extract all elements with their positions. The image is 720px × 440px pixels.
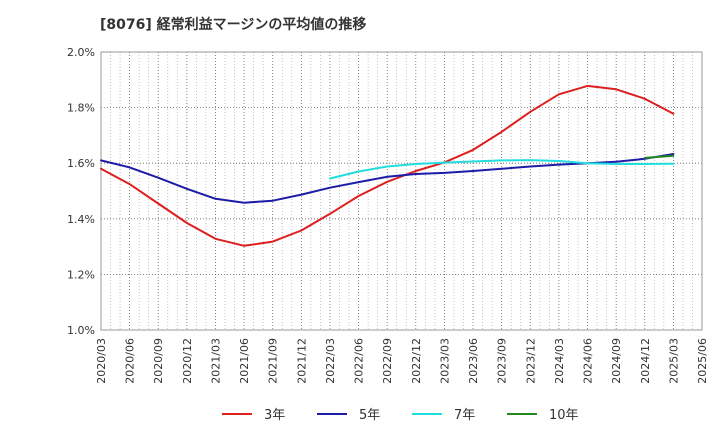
x-tick-label: 2021/03 <box>209 338 222 384</box>
y-tick-label: 1.8% <box>67 102 95 115</box>
legend-label-5年: 5年 <box>359 408 380 423</box>
x-tick-label: 2023/03 <box>438 338 451 384</box>
x-tick-label: 2022/09 <box>381 338 394 384</box>
y-tick-label: 1.0% <box>67 324 95 337</box>
x-tick-label: 2023/06 <box>467 338 480 384</box>
x-tick-label: 2025/03 <box>667 338 680 384</box>
x-tick-label: 2020/06 <box>124 338 137 384</box>
series-line-5年 <box>100 153 675 204</box>
y-tick-label: 2.0% <box>67 46 95 59</box>
x-tick-label: 2021/06 <box>238 338 251 384</box>
x-tick-label: 2024/03 <box>553 338 566 384</box>
x-tick-label: 2021/09 <box>267 338 280 384</box>
legend-label-7年: 7年 <box>454 408 475 423</box>
y-tick-label: 1.4% <box>67 213 95 226</box>
x-tick-label: 2021/12 <box>295 338 308 384</box>
x-tick-label: 2024/12 <box>639 338 652 384</box>
series-line-7年 <box>329 159 675 180</box>
x-tick-label: 2022/06 <box>353 338 366 384</box>
x-tick-label: 2022/03 <box>324 338 337 384</box>
x-tick-label: 2023/12 <box>524 338 537 384</box>
x-tick-label: 2020/03 <box>95 338 108 384</box>
chart-title: [8076] 経常利益マージンの平均値の推移 <box>100 17 367 33</box>
x-tick-label: 2020/12 <box>181 338 194 384</box>
x-tick-label: 2020/09 <box>152 338 165 384</box>
series-line-10年 <box>643 154 675 159</box>
y-tick-label: 1.2% <box>67 268 95 281</box>
x-tick-label: 2022/12 <box>410 338 423 384</box>
y-tick-label: 1.6% <box>67 157 95 170</box>
x-tick-label: 2024/09 <box>610 338 623 384</box>
series-line-3年 <box>100 84 675 247</box>
legend-label-10年: 10年 <box>549 408 579 423</box>
plot-border <box>100 51 703 331</box>
x-tick-label: 2023/09 <box>496 338 509 384</box>
legend-label-3年: 3年 <box>264 408 285 423</box>
x-tick-label: 2024/06 <box>582 338 595 384</box>
plot-area <box>101 52 702 330</box>
x-tick-label: 2025/06 <box>696 338 709 384</box>
